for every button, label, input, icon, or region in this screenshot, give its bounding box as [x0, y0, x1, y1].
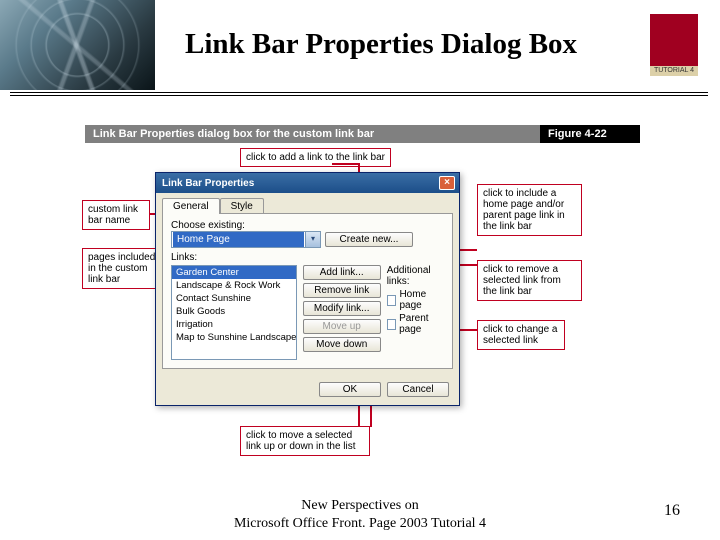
page-title: Link Bar Properties Dialog Box — [185, 28, 577, 61]
list-item[interactable]: Garden Center — [172, 266, 296, 279]
footer-line-1: New Perspectives on — [0, 497, 720, 515]
parent-page-checkbox[interactable]: Parent page — [387, 313, 444, 335]
footer-line-2: Microsoft Office Front. Page 2003 Tutori… — [0, 515, 720, 533]
page-number: 16 — [664, 502, 680, 520]
tab-panel-general: Choose existing: Home Page ▾ Create new.… — [162, 213, 453, 369]
add-link-button[interactable]: Add link... — [303, 265, 381, 280]
callout-add-link: click to add a link to the link bar — [240, 148, 391, 167]
list-item[interactable]: Map to Sunshine Landscape & Garden Cen — [172, 331, 296, 344]
parent-page-checkbox-label: Parent page — [399, 313, 444, 335]
move-down-button[interactable]: Move down — [303, 337, 381, 352]
callout-pages-included: pages included in the custom link bar — [82, 248, 162, 289]
figure-number: Figure 4-22 — [540, 125, 640, 143]
links-listbox[interactable]: Garden Center Landscape & Rock Work Cont… — [171, 265, 297, 360]
tab-style[interactable]: Style — [220, 198, 264, 214]
callout-include-home: click to include a home page and/or pare… — [477, 184, 582, 236]
list-item[interactable]: Bulk Goods — [172, 305, 296, 318]
list-item[interactable]: Landscape & Rock Work — [172, 279, 296, 292]
links-label: Links: — [171, 252, 444, 263]
tab-general[interactable]: General — [162, 198, 220, 214]
figure-caption: Link Bar Properties dialog box for the c… — [85, 125, 540, 143]
chevron-down-icon[interactable]: ▾ — [305, 232, 320, 247]
logo-top — [650, 14, 698, 66]
choose-existing-label: Choose existing: — [171, 220, 444, 231]
callout-move: click to move a selected link up or down… — [240, 426, 370, 456]
dialog-button-row: OK Cancel — [156, 376, 459, 405]
list-action-buttons: Add link... Remove link Modify link... M… — [303, 265, 381, 360]
dialog-titlebar[interactable]: Link Bar Properties × — [156, 173, 459, 193]
home-page-checkbox[interactable]: Home page — [387, 289, 444, 311]
home-page-checkbox-label: Home page — [399, 289, 444, 311]
additional-links-group: Additional links: Home page Parent page — [387, 265, 444, 360]
footer-text: New Perspectives on Microsoft Office Fro… — [0, 497, 720, 532]
combo-value: Home Page — [173, 232, 304, 247]
cancel-button[interactable]: Cancel — [387, 382, 449, 397]
ok-button[interactable]: OK — [319, 382, 381, 397]
remove-link-button[interactable]: Remove link — [303, 283, 381, 298]
list-item[interactable]: Irrigation — [172, 318, 296, 331]
callout-line — [332, 163, 358, 165]
header-rule-2 — [10, 95, 708, 96]
callout-custom-name: custom link bar name — [82, 200, 150, 230]
close-icon[interactable]: × — [439, 176, 455, 190]
checkbox-icon — [387, 319, 396, 330]
checkbox-icon — [387, 295, 397, 306]
create-new-button[interactable]: Create new... — [325, 232, 413, 247]
link-bar-properties-dialog: Link Bar Properties × General Style Choo… — [155, 172, 460, 406]
additional-links-label: Additional links: — [387, 265, 444, 287]
callout-change: click to change a selected link — [477, 320, 565, 350]
callout-remove: click to remove a selected link from the… — [477, 260, 582, 301]
header-rule-1 — [10, 92, 708, 93]
move-up-button[interactable]: Move up — [303, 319, 381, 334]
dialog-tabs: General Style — [156, 193, 459, 214]
logo-bottom-label: TUTORIAL 4 — [650, 66, 698, 76]
list-item[interactable]: Contact Sunshine — [172, 292, 296, 305]
linkbar-name-combo[interactable]: Home Page ▾ — [171, 231, 321, 248]
figure-header: Link Bar Properties dialog box for the c… — [85, 125, 640, 143]
corner-logo: TUTORIAL 4 — [650, 14, 698, 76]
dialog-title: Link Bar Properties — [162, 178, 254, 189]
modify-link-button[interactable]: Modify link... — [303, 301, 381, 316]
header-decorative-image — [0, 0, 155, 90]
